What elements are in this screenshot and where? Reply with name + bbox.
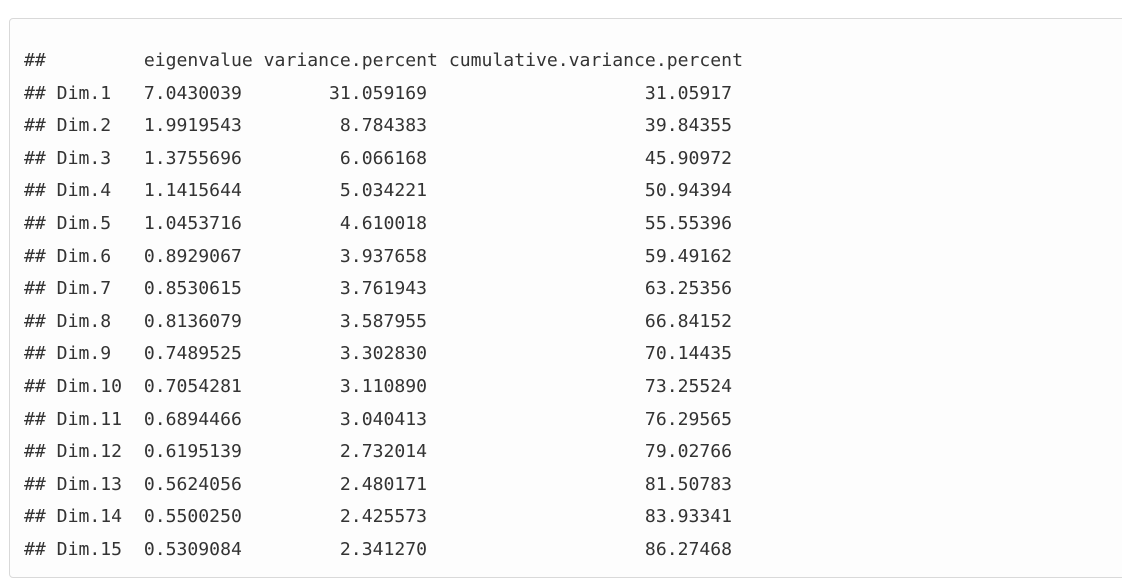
output-line-dim-8: ## Dim.8 0.8136079 3.587955 66.84152 bbox=[24, 310, 733, 332]
output-line-dim-12: ## Dim.12 0.6195139 2.732014 79.02766 bbox=[24, 441, 733, 463]
output-line-dim-2: ## Dim.2 1.9919543 8.784383 39.84355 bbox=[24, 115, 733, 137]
output-line-dim-6: ## Dim.6 0.8929067 3.937658 59.49162 bbox=[24, 245, 733, 267]
header-line: ## eigenvalue variance.percent cumulativ… bbox=[24, 50, 743, 71]
output-line-dim-4: ## Dim.4 1.1415644 5.034221 50.94394 bbox=[24, 180, 733, 202]
output-line-dim-14: ## Dim.14 0.5500250 2.425573 83.93341 bbox=[24, 506, 733, 528]
output-line-dim-9: ## Dim.9 0.7489525 3.302830 70.14435 bbox=[24, 343, 733, 365]
output-line-dim-15: ## Dim.15 0.5309084 2.341270 86.27468 bbox=[24, 538, 733, 560]
output-line-dim-7: ## Dim.7 0.8530615 3.761943 63.25356 bbox=[24, 278, 733, 300]
output-line-dim-5: ## Dim.5 1.0453716 4.610018 55.55396 bbox=[24, 212, 733, 234]
output-line-dim-10: ## Dim.10 0.7054281 3.110890 73.25524 bbox=[24, 375, 733, 397]
output-line-dim-3: ## Dim.3 1.3755696 6.066168 45.90972 bbox=[24, 147, 733, 169]
eigenvalue-table-output: ## eigenvalue variance.percent cumulativ… bbox=[24, 45, 743, 567]
r-console-output-block: ## eigenvalue variance.percent cumulativ… bbox=[9, 18, 1122, 578]
output-line-dim-13: ## Dim.13 0.5624056 2.480171 81.50783 bbox=[24, 473, 733, 495]
output-line-dim-1: ## Dim.1 7.0430039 31.059169 31.05917 bbox=[24, 82, 733, 104]
output-line-dim-11: ## Dim.11 0.6894466 3.040413 76.29565 bbox=[24, 408, 733, 430]
